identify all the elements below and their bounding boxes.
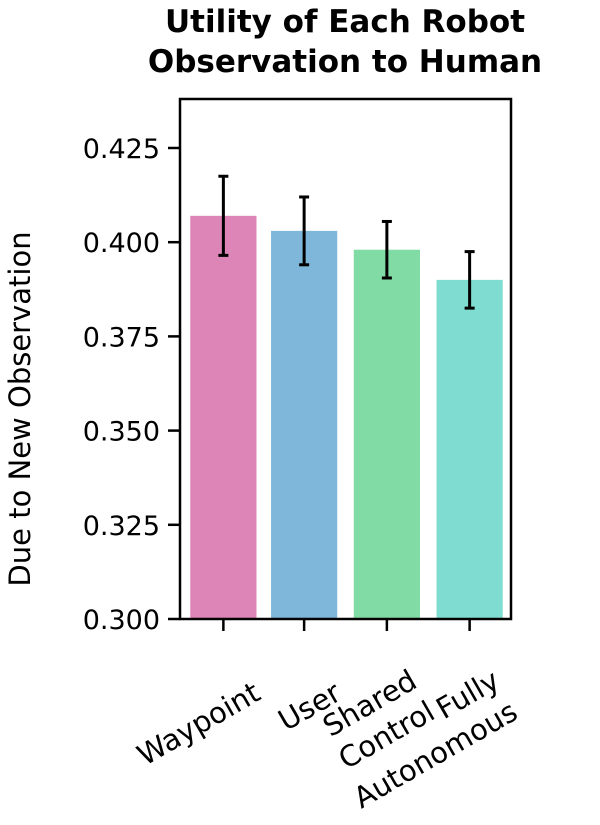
error-bar	[218, 174, 229, 257]
y-axis-label: Due to New Observation	[3, 231, 37, 586]
bar	[271, 230, 338, 619]
y-tick-label: 0.300	[83, 605, 160, 636]
bar	[190, 215, 257, 620]
y-tick-label: 0.400	[83, 228, 160, 259]
y-tick-label: 0.325	[83, 511, 160, 542]
y-tick-label: 0.375	[83, 322, 160, 353]
error-bar	[464, 250, 475, 310]
chart-title: Utility of Each Robot Observation to Huma…	[148, 4, 542, 80]
y-axis: 0.300 0.325 0.350 0.375 0.400 0.425	[83, 134, 180, 636]
bar	[353, 249, 420, 619]
plot-frame	[178, 97, 513, 621]
bar	[436, 279, 503, 619]
x-tick-label-line: Waypoint	[131, 675, 266, 772]
y-tick-label: 0.350	[83, 417, 160, 448]
error-bars	[218, 174, 475, 310]
error-bar	[299, 195, 310, 267]
error-bar	[381, 219, 392, 280]
bars	[190, 215, 503, 620]
y-tick-label: 0.425	[83, 134, 160, 165]
x-tick-label: Waypoint	[131, 675, 266, 772]
chart-title-line: Utility of Each Robot	[165, 4, 525, 40]
chart-title-line: Observation to Human	[148, 44, 542, 80]
